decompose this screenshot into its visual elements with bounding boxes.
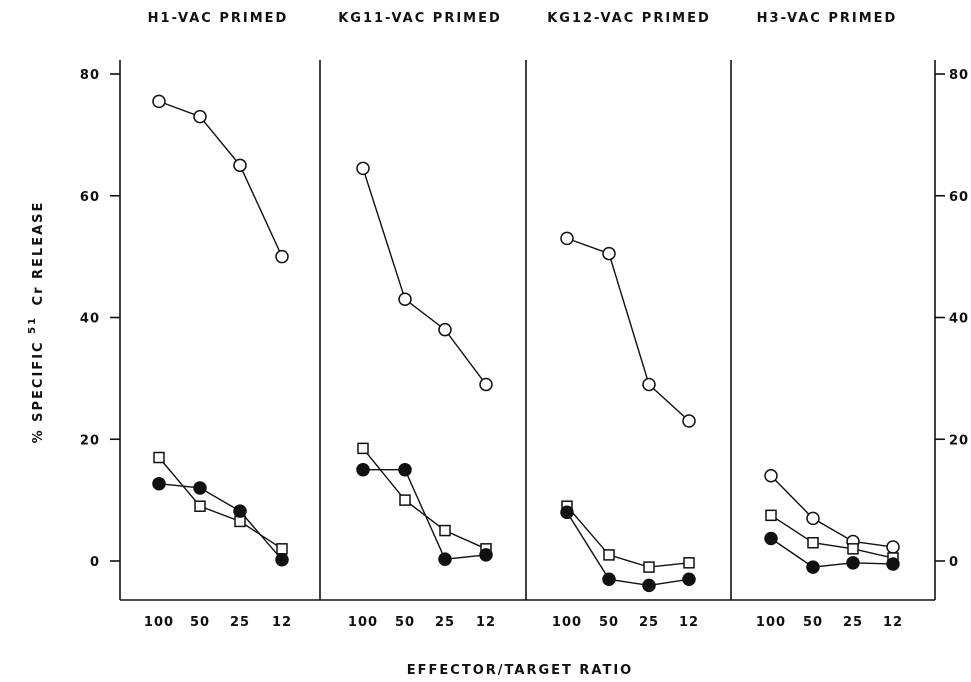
- marker-open-circle: [152, 94, 166, 109]
- marker-open-circle: [602, 246, 616, 261]
- y-tick-label-right: 0: [949, 555, 959, 570]
- marker-filled-circle: [886, 557, 900, 571]
- marker-open-square: [643, 561, 655, 573]
- series-line-open-square: [362, 447, 487, 550]
- tick-labels: 0 0 20 20 40 40 60 60 80 80 100 50 25 12 100 50 25 12 100 5…: [80, 68, 969, 630]
- marker-filled-circle: [479, 548, 493, 562]
- y-axis-label-head: % SPECIFIC: [31, 340, 46, 443]
- marker-open-square: [357, 442, 369, 455]
- marker-open-circle: [479, 377, 493, 392]
- x-tick-label: 25: [639, 615, 659, 630]
- marker-open-circle: [193, 109, 207, 124]
- y-tick-label-left: 60: [80, 190, 100, 205]
- marker-open-square: [399, 494, 411, 506]
- x-axis-label: EFFECTOR/TARGET RATIO: [407, 663, 633, 678]
- marker-filled-circle: [560, 505, 574, 520]
- marker-filled-circle: [602, 572, 616, 587]
- marker-open-square: [153, 451, 165, 464]
- marker-open-square: [847, 543, 859, 555]
- y-tick-label-left: 80: [80, 68, 100, 83]
- marker-filled-circle: [438, 552, 452, 566]
- y-tick-label-right: 60: [949, 190, 969, 205]
- x-tick-label: 100: [756, 615, 786, 630]
- y-axis-label: % SPECIFIC 51 Cr RELEASE: [24, 201, 46, 444]
- marker-open-square: [194, 500, 206, 512]
- marker-filled-circle: [806, 560, 820, 574]
- marker-open-circle: [764, 469, 778, 483]
- marker-filled-circle: [233, 504, 247, 518]
- marker-filled-circle: [764, 531, 778, 546]
- y-tick-label-right: 80: [949, 68, 969, 83]
- series-line-open-circle: [158, 100, 283, 257]
- marker-open-circle: [356, 161, 370, 176]
- series-line-filled-circle: [363, 469, 487, 560]
- y-tick-label-left: 20: [80, 433, 100, 448]
- marker-open-square: [276, 543, 288, 555]
- y-axis-label-tail: Cr RELEASE: [31, 201, 46, 306]
- x-tick-label: 50: [190, 615, 210, 630]
- marker-open-circle: [560, 231, 574, 246]
- y-tick-label-left: 0: [90, 555, 100, 570]
- x-tick-label: 100: [144, 615, 174, 630]
- series-line-open-square: [158, 457, 283, 550]
- marker-open-square: [683, 557, 695, 569]
- marker-open-square: [234, 515, 246, 528]
- data-marks: [152, 94, 900, 593]
- marker-filled-circle: [275, 553, 289, 567]
- marker-open-square: [807, 536, 819, 549]
- panel-title: KG11-VAC PRIMED: [338, 11, 502, 26]
- panel-title: KG12-VAC PRIMED: [547, 11, 711, 26]
- series-line-open-square: [770, 514, 894, 559]
- series-line-filled-circle: [566, 511, 690, 587]
- series-line-filled-circle: [158, 483, 283, 561]
- x-tick-label: 50: [803, 615, 823, 630]
- x-tick-label: 100: [348, 615, 378, 630]
- marker-open-circle: [398, 292, 412, 306]
- marker-filled-circle: [152, 476, 166, 491]
- marker-filled-circle: [682, 572, 696, 587]
- x-tick-label: 25: [230, 615, 250, 630]
- x-tick-label: 25: [435, 615, 455, 630]
- y-tick-label-right: 40: [949, 312, 969, 327]
- marker-filled-circle: [356, 462, 370, 477]
- x-tick-label: 50: [395, 615, 415, 630]
- panel-titles: H1-VAC PRIMED KG11-VAC PRIMED KG12-VAC PRI…: [148, 11, 898, 26]
- series-line-open-circle: [770, 475, 894, 548]
- series-line-open-circle: [566, 237, 690, 422]
- axes: [110, 60, 945, 601]
- y-axis-label-superscript: 51: [27, 316, 38, 334]
- marker-filled-circle: [846, 556, 860, 570]
- marker-open-square: [603, 549, 615, 561]
- x-tick-label: 25: [843, 615, 863, 630]
- series-line-open-circle: [362, 168, 487, 385]
- panel-title: H3-VAC PRIMED: [757, 11, 898, 26]
- marker-open-square: [765, 509, 777, 522]
- series-line-open-square: [566, 505, 690, 568]
- marker-filled-circle: [642, 578, 656, 593]
- marker-open-circle: [886, 540, 900, 554]
- marker-open-circle: [682, 414, 696, 428]
- x-tick-label: 100: [552, 615, 582, 630]
- marker-open-circle: [806, 511, 820, 526]
- marker-open-circle: [438, 322, 452, 337]
- marker-open-circle: [233, 158, 247, 173]
- marker-open-square: [439, 524, 451, 537]
- x-tick-label: 12: [476, 615, 496, 630]
- panel-title: H1-VAC PRIMED: [148, 11, 289, 26]
- x-tick-label: 12: [679, 615, 699, 630]
- marker-open-circle: [642, 377, 656, 392]
- y-tick-label-left: 40: [80, 312, 100, 327]
- marker-filled-circle: [398, 462, 412, 477]
- y-tick-label-right: 20: [949, 433, 969, 448]
- series-line-filled-circle: [770, 537, 894, 568]
- marker-filled-circle: [193, 481, 207, 495]
- x-tick-label: 50: [599, 615, 619, 630]
- marker-open-circle: [275, 249, 289, 264]
- x-tick-label: 12: [272, 615, 292, 630]
- x-tick-label: 12: [883, 615, 903, 630]
